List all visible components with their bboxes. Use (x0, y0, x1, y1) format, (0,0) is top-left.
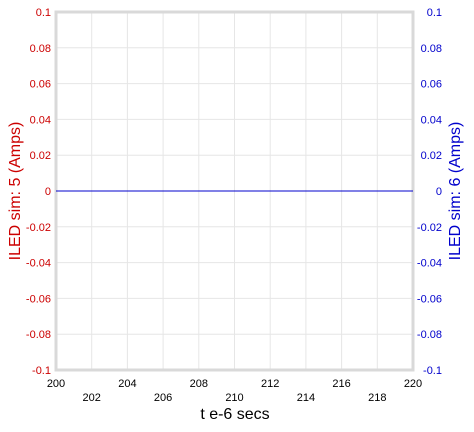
y-right-tick-label: 0.02 (421, 150, 442, 162)
y-left-tick-label: -0.08 (26, 329, 51, 341)
y-left-tick-label: -0.1 (32, 365, 51, 377)
x-tick-label: 212 (261, 378, 279, 390)
y-axis-left-label: ILED sim: 5 (Amps) (7, 122, 24, 261)
y-left-tick-label: 0.1 (36, 7, 51, 19)
x-tick-label: 210 (225, 392, 243, 404)
y-axis-right-label: ILED sim: 6 (Amps) (447, 122, 464, 261)
y-axis-left-ticks: 0.1 0.08 0.06 0.04 0.02 0 -0.02 -0.04 -0.06 -0.08… (26, 7, 51, 377)
x-axis-label: t e-6 secs (200, 406, 269, 423)
y-left-tick-label: -0.02 (26, 222, 51, 234)
y-left-tick-label: 0.08 (30, 43, 51, 55)
y-right-tick-label: -0.08 (417, 329, 442, 341)
x-tick-label: 204 (118, 378, 136, 390)
y-right-tick-label: 0.06 (421, 79, 442, 91)
y-left-tick-label: 0 (45, 186, 51, 198)
y-left-tick-label: -0.06 (26, 293, 51, 305)
y-left-tick-label: 0.04 (30, 114, 51, 126)
x-tick-label: 208 (190, 378, 208, 390)
x-tick-label: 206 (154, 392, 172, 404)
x-tick-label: 216 (332, 378, 350, 390)
y-right-tick-label: 0.04 (421, 114, 442, 126)
y-right-tick-label: -0.02 (417, 222, 442, 234)
y-right-tick-label: 0.1 (427, 7, 442, 19)
y-right-tick-label: -0.1 (423, 365, 442, 377)
y-left-tick-label: -0.04 (26, 258, 51, 270)
y-right-tick-label: -0.04 (417, 258, 442, 270)
x-tick-label: 214 (297, 392, 315, 404)
x-tick-label: 200 (47, 378, 65, 390)
x-axis-ticks: 200 202 204 206 208 210 212 214 216 218 220 (47, 378, 422, 404)
y-left-tick-label: 0.06 (30, 79, 51, 91)
y-axis-right-ticks: 0.1 0.08 0.06 0.04 0.02 0 -0.02 -0.04 -0.06 -0.08… (417, 7, 442, 377)
x-tick-label: 218 (368, 392, 386, 404)
x-tick-label: 202 (83, 392, 101, 404)
y-right-tick-label: 0 (436, 186, 442, 198)
y-right-tick-label: -0.06 (417, 293, 442, 305)
y-left-tick-label: 0.02 (30, 150, 51, 162)
x-tick-label: 220 (404, 378, 422, 390)
y-right-tick-label: 0.08 (421, 43, 442, 55)
